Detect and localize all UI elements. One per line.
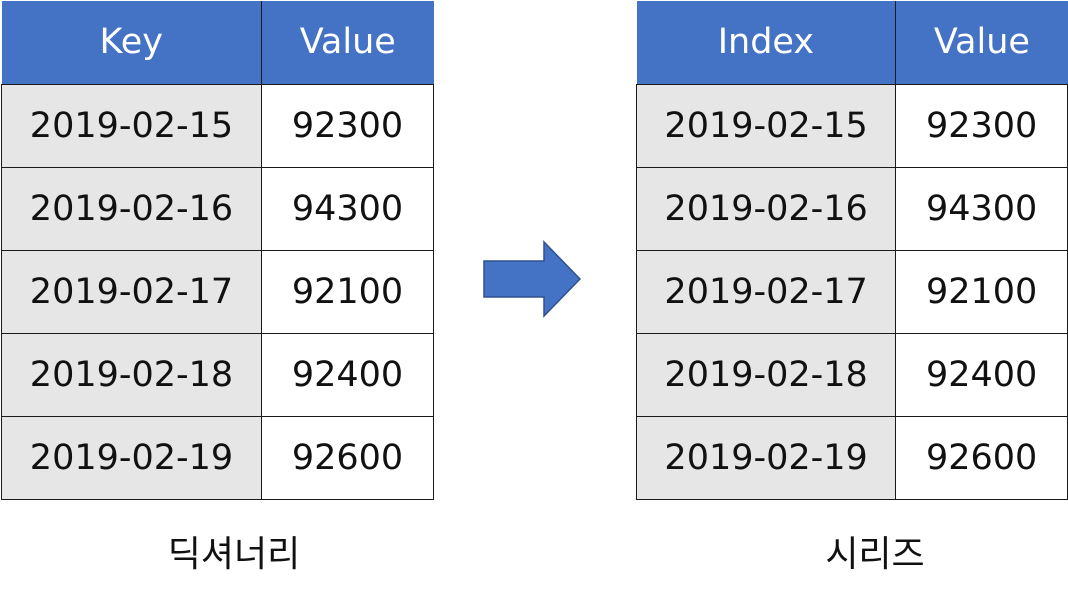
table-row: 2019-02-19 92600: [635, 415, 1068, 500]
value-cell: 92300: [895, 83, 1068, 168]
table-row: 2019-02-18 92400: [635, 332, 1068, 417]
table-header-row: Key Value: [1, 1, 434, 85]
table-header-row: Index Value: [636, 1, 1068, 85]
dictionary-table: Key Value 2019-02-15 92300 2019-02-16 94…: [1, 1, 434, 500]
value-cell: 94300: [895, 166, 1068, 251]
index-cell: 2019-02-15: [635, 83, 897, 168]
dictionary-caption: 딕셔너리: [167, 534, 301, 575]
header-key: Key: [1, 1, 262, 85]
header-value: Value: [261, 1, 434, 85]
table-row: 2019-02-15 92300: [635, 83, 1068, 168]
index-cell: 2019-02-17: [635, 249, 897, 334]
table-row: 2019-02-16 94300: [1, 166, 434, 251]
right-arrow-icon: [483, 240, 582, 318]
table-row: 2019-02-17 92100: [635, 249, 1068, 334]
series-table: Index Value 2019-02-15 92300 2019-02-16 …: [635, 1, 1068, 500]
value-cell: 94300: [261, 166, 434, 251]
table-row: 2019-02-16 94300: [635, 166, 1068, 251]
table-row: 2019-02-18 92400: [1, 332, 434, 417]
index-cell: 2019-02-16: [635, 166, 897, 251]
key-cell: 2019-02-15: [1, 83, 262, 168]
table-row: 2019-02-19 92600: [1, 415, 434, 500]
header-value: Value: [895, 1, 1068, 85]
key-cell: 2019-02-17: [1, 249, 262, 334]
series-caption: 시리즈: [825, 534, 925, 575]
index-cell: 2019-02-19: [635, 415, 897, 500]
value-cell: 92600: [261, 415, 434, 500]
value-cell: 92400: [261, 332, 434, 417]
value-cell: 92100: [261, 249, 434, 334]
value-cell: 92300: [261, 83, 434, 168]
index-cell: 2019-02-18: [635, 332, 897, 417]
key-cell: 2019-02-16: [1, 166, 262, 251]
header-index: Index: [636, 1, 897, 85]
key-cell: 2019-02-18: [1, 332, 262, 417]
value-cell: 92100: [895, 249, 1068, 334]
value-cell: 92400: [895, 332, 1068, 417]
table-row: 2019-02-15 92300: [1, 83, 434, 168]
value-cell: 92600: [895, 415, 1068, 500]
key-cell: 2019-02-19: [1, 415, 262, 500]
table-row: 2019-02-17 92100: [1, 249, 434, 334]
